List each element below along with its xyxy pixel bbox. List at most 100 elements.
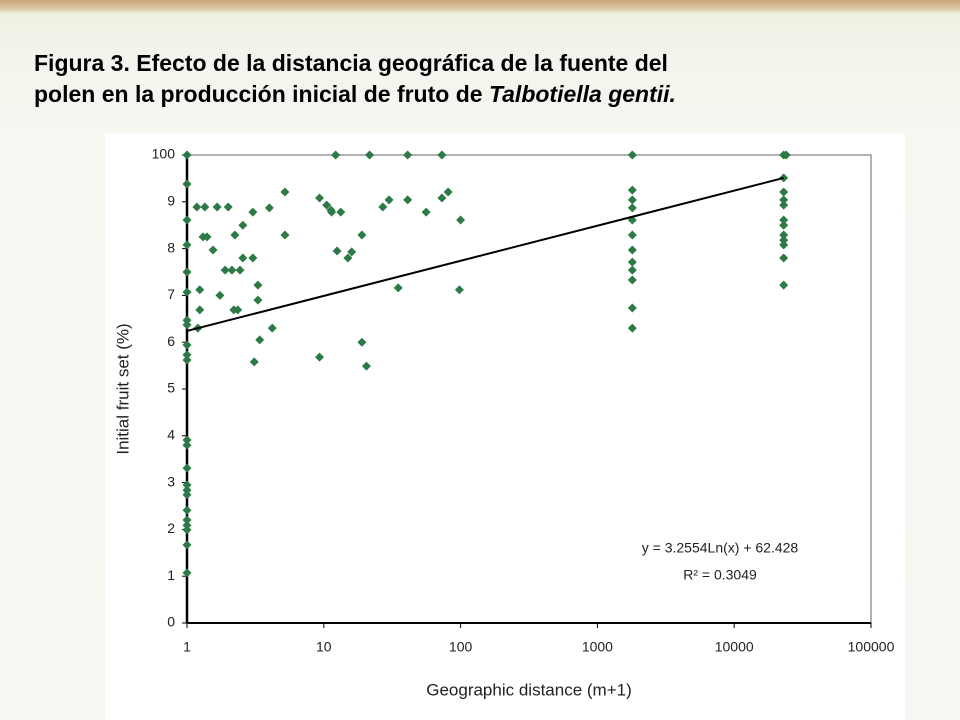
- data-point: [182, 485, 192, 495]
- data-point: [393, 283, 403, 293]
- title-line: Figura 3. Efecto de la distancia geográf…: [34, 50, 668, 76]
- data-point: [248, 253, 258, 263]
- data-point: [437, 150, 447, 160]
- y-tick-label: 100: [152, 146, 176, 162]
- data-point: [322, 200, 332, 210]
- data-point: [627, 195, 637, 205]
- data-point: [336, 207, 346, 217]
- data-point: [182, 520, 192, 530]
- data-point: [182, 540, 192, 550]
- data-point: [779, 235, 789, 245]
- data-point: [627, 323, 637, 333]
- data-point: [627, 275, 637, 285]
- data-point: [361, 361, 371, 371]
- data-point: [280, 187, 290, 197]
- data-point: [781, 150, 791, 160]
- data-point: [182, 568, 192, 578]
- data-point: [779, 187, 789, 197]
- data-point: [182, 150, 192, 160]
- data-point: [182, 490, 192, 500]
- data-point: [403, 150, 413, 160]
- data-point: [627, 230, 637, 240]
- data-point: [195, 305, 205, 315]
- data-point: [421, 207, 431, 217]
- y-tick-label: 7: [167, 286, 175, 302]
- x-axis-title: Geographic distance (m+1): [426, 680, 632, 699]
- data-point: [227, 265, 237, 275]
- title-line: polen en la producción inicial de fruto …: [34, 81, 489, 107]
- data-point: [182, 215, 192, 225]
- data-point: [230, 230, 240, 240]
- data-point: [255, 335, 265, 345]
- data-point: [779, 215, 789, 225]
- data-point: [779, 240, 789, 250]
- data-point: [779, 220, 789, 230]
- data-point: [331, 150, 341, 160]
- data-point: [220, 265, 230, 275]
- data-point: [280, 230, 290, 240]
- data-point: [627, 245, 637, 255]
- data-point: [182, 463, 192, 473]
- y-tick-label: 0: [167, 614, 175, 630]
- data-point: [627, 185, 637, 195]
- data-point: [443, 187, 453, 197]
- r-squared: R² = 0.3049: [683, 567, 757, 583]
- data-point: [627, 303, 637, 313]
- title-italic: Talbotiella gentii.: [488, 81, 676, 107]
- x-tick-label: 10000: [715, 639, 754, 655]
- data-point: [779, 230, 789, 240]
- data-point: [357, 230, 367, 240]
- data-point: [627, 203, 637, 213]
- data-point: [249, 357, 259, 367]
- x-tick-label: 100000: [848, 639, 895, 655]
- data-point: [437, 193, 447, 203]
- data-point: [212, 202, 222, 212]
- data-point: [357, 337, 367, 347]
- y-tick-label: 5: [167, 380, 175, 396]
- equation: y = 3.2554Ln(x) + 62.428: [642, 540, 799, 556]
- data-point: [182, 240, 192, 250]
- data-point: [182, 267, 192, 277]
- data-point: [182, 480, 192, 490]
- data-point: [456, 215, 466, 225]
- data-point: [202, 232, 212, 242]
- data-point: [182, 350, 192, 360]
- data-point: [779, 195, 789, 205]
- data-point: [182, 315, 192, 325]
- data-point: [314, 352, 324, 362]
- x-tick-label: 100: [449, 639, 473, 655]
- y-tick-label: 6: [167, 333, 175, 349]
- data-point: [365, 150, 375, 160]
- data-point: [182, 525, 192, 535]
- data-point: [182, 515, 192, 525]
- data-point: [627, 150, 637, 160]
- data-point: [347, 247, 357, 257]
- data-point: [182, 440, 192, 450]
- data-point: [182, 435, 192, 445]
- data-point: [327, 207, 337, 217]
- data-point: [233, 305, 243, 315]
- data-point: [182, 179, 192, 189]
- data-point: [253, 280, 263, 290]
- data-point: [200, 202, 210, 212]
- data-point: [378, 202, 388, 212]
- data-point: [235, 265, 245, 275]
- data-point: [182, 287, 192, 297]
- data-point: [403, 195, 413, 205]
- y-tick-label: 8: [167, 239, 175, 255]
- data-point: [627, 257, 637, 267]
- data-point: [248, 207, 258, 217]
- slide-title: Figura 3. Efecto de la distancia geográf…: [34, 48, 934, 110]
- data-point: [332, 246, 342, 256]
- data-point: [238, 220, 248, 230]
- data-point: [253, 295, 263, 305]
- data-point: [192, 202, 202, 212]
- data-point: [627, 265, 637, 275]
- data-point: [182, 355, 192, 365]
- data-point: [182, 320, 192, 330]
- y-axis-title: Initial fruit set (%): [113, 323, 132, 454]
- data-point: [223, 202, 233, 212]
- y-tick-label: 4: [167, 427, 175, 443]
